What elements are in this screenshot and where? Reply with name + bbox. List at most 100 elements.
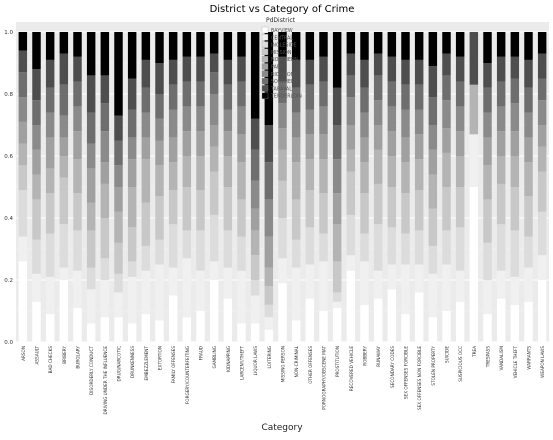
bar-segment xyxy=(114,292,123,318)
bar-segment xyxy=(414,292,424,342)
bar-segment xyxy=(387,289,397,342)
bar-segment xyxy=(223,298,233,342)
bar-segment xyxy=(537,211,547,256)
bar-segment xyxy=(264,32,274,125)
bar-segment xyxy=(59,84,69,116)
x-tick-label: ARSON xyxy=(21,346,26,361)
bar-segment xyxy=(496,106,506,132)
bar-segment xyxy=(510,56,520,79)
bar-segment xyxy=(483,32,492,63)
bar-segment xyxy=(59,137,69,156)
bar-segment xyxy=(496,183,506,225)
bar-segment xyxy=(510,230,520,277)
bar-segment xyxy=(524,162,533,197)
bar-segment xyxy=(168,109,178,138)
bar-segment xyxy=(18,165,28,191)
bar-segment xyxy=(209,125,219,147)
bar-segment xyxy=(305,298,315,342)
bar-segment xyxy=(155,32,164,63)
bar-segment xyxy=(332,307,342,342)
bar-segment xyxy=(223,109,233,132)
bar-segment xyxy=(360,59,369,88)
x-tick-label: TRESPASS xyxy=(486,346,491,369)
bar-segment xyxy=(373,125,383,150)
bar-segment xyxy=(223,230,233,268)
bar-segment xyxy=(223,32,233,60)
bar-segment xyxy=(73,270,82,308)
bar-segment xyxy=(319,261,328,311)
x-tick-label: DRUG/NARCOTIC xyxy=(117,346,122,382)
bar-segment xyxy=(127,187,137,228)
bar-segment xyxy=(59,115,69,138)
bar-segment xyxy=(401,59,410,85)
bar-segment xyxy=(414,32,424,60)
bar-segment xyxy=(250,255,260,280)
bar-segment xyxy=(114,140,123,166)
legend-swatch xyxy=(261,41,269,48)
bar-segment xyxy=(319,233,328,262)
bar-segment xyxy=(32,32,41,70)
bar-segment xyxy=(414,159,424,191)
bar-segment xyxy=(182,230,192,259)
bar-segment xyxy=(414,264,424,293)
bar-segment xyxy=(155,320,164,342)
bar-segment xyxy=(428,273,438,318)
bar-segment xyxy=(278,56,287,82)
bar-segment xyxy=(346,75,356,98)
bar-segment xyxy=(18,261,28,342)
legend-label: CENTRAL xyxy=(271,35,293,41)
bar-segment xyxy=(209,94,219,125)
bar-segment xyxy=(537,171,547,212)
bar-segment xyxy=(209,261,219,280)
bar-segment xyxy=(264,304,274,318)
x-tick-label: SECONDARY CODES xyxy=(390,346,395,388)
bar-segment xyxy=(510,78,520,104)
bar-segment xyxy=(319,106,328,135)
bar-segment xyxy=(483,242,492,280)
bar-segment xyxy=(18,72,28,98)
bar-segment xyxy=(428,32,438,67)
x-tick-label: SUICIDE xyxy=(445,346,450,363)
bar-segment xyxy=(496,81,506,107)
bar-segment xyxy=(73,193,82,231)
x-tick-label: WEAPON LAWS xyxy=(540,346,545,378)
bar-segment xyxy=(100,162,110,184)
x-tick-label: STOLEN PROPERTY xyxy=(431,346,436,386)
legend-swatch xyxy=(261,48,269,56)
bar-segment xyxy=(209,32,219,54)
bar-segment xyxy=(264,236,274,268)
x-tick-label: SEX OFFENSES FORCIBLE xyxy=(404,346,409,399)
bar-segment xyxy=(291,199,301,240)
bar-segment xyxy=(524,236,533,268)
bar-segment xyxy=(32,69,41,101)
bar-segment xyxy=(319,134,328,160)
x-tick-label: BRIBERY xyxy=(62,346,67,364)
x-tick-label: TREA xyxy=(472,346,477,358)
bar-segment xyxy=(32,239,41,274)
bar-segment xyxy=(483,137,492,166)
bar-segment xyxy=(319,311,328,342)
bar-segment xyxy=(401,84,410,110)
x-tick-label: GAMBLING xyxy=(212,346,217,369)
bar-segment xyxy=(141,32,151,60)
bar-segment xyxy=(414,190,424,231)
bar-segment xyxy=(114,165,123,187)
bar-segment xyxy=(86,112,96,144)
bar-segment xyxy=(100,183,110,218)
bar-segment xyxy=(18,97,28,122)
bar-segment xyxy=(32,149,41,175)
bar-segment xyxy=(141,314,151,342)
bar-segment xyxy=(86,323,96,342)
bar-segment xyxy=(237,134,246,163)
bar-segment xyxy=(373,183,383,225)
bar-segment xyxy=(483,280,492,315)
bar-segment xyxy=(168,267,178,296)
bar-segment xyxy=(73,32,82,57)
bar-segment xyxy=(319,193,328,234)
bar-segment xyxy=(59,267,69,280)
bar-segment xyxy=(182,56,192,82)
bar-segment xyxy=(537,125,547,147)
bar-segment xyxy=(305,84,315,110)
bar-segment xyxy=(127,323,137,342)
